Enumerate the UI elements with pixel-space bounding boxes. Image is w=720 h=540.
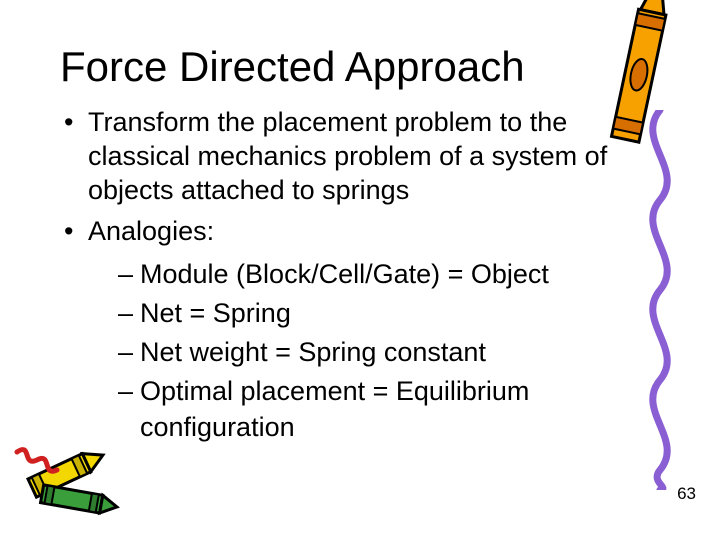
sub-bullet-item: Module (Block/Cell/Gate) = Object [118, 257, 660, 292]
bullet-list: Transform the placement problem to the c… [60, 106, 660, 444]
sub-bullet-text: Net = Spring [140, 298, 291, 328]
sub-bullet-item: Net weight = Spring constant [118, 335, 660, 370]
sub-bullet-item: Optimal placement = Equilibrium configur… [118, 374, 660, 444]
bullet-text: Transform the placement problem to the c… [88, 107, 607, 205]
sub-bullet-item: Net = Spring [118, 296, 660, 331]
slide: Force Directed Approach Transform the pl… [0, 0, 720, 540]
bullet-text: Analogies: [88, 216, 214, 246]
sub-bullet-text: Optimal placement = Equilibrium configur… [140, 376, 529, 441]
squiggle-icon [630, 110, 690, 490]
crayon-cluster-icon [12, 412, 142, 522]
slide-title: Force Directed Approach [60, 44, 660, 90]
bullet-item: Analogies: Module (Block/Cell/Gate) = Ob… [60, 215, 660, 444]
bullet-item: Transform the placement problem to the c… [60, 106, 660, 207]
sub-bullet-text: Module (Block/Cell/Gate) = Object [140, 259, 549, 289]
sub-bullet-text: Net weight = Spring constant [140, 337, 486, 367]
sub-bullet-list: Module (Block/Cell/Gate) = Object Net = … [118, 257, 660, 444]
